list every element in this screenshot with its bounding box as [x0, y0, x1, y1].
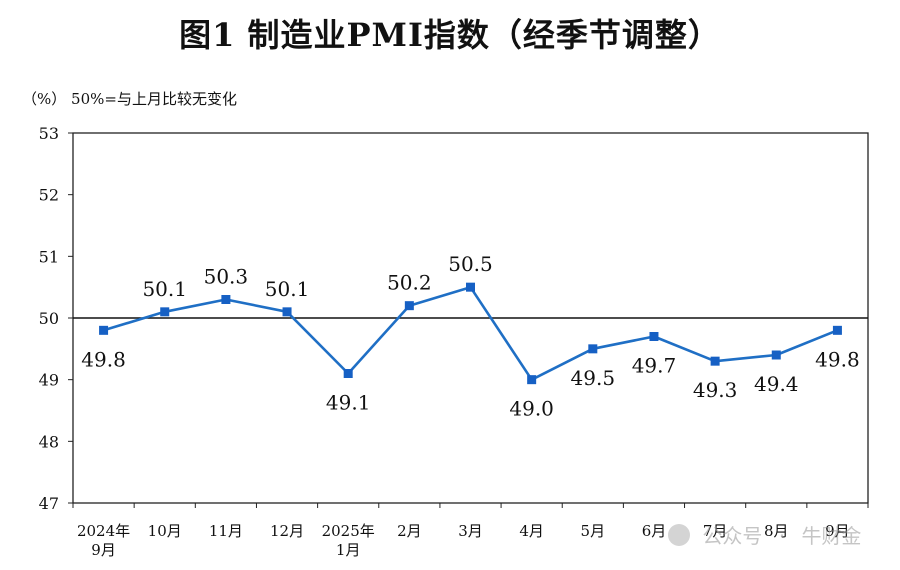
data-label: 49.3 — [693, 378, 738, 402]
data-label: 50.5 — [448, 252, 493, 276]
data-point — [404, 301, 414, 311]
x-tick-label: 1月 — [336, 541, 361, 559]
data-label: 49.8 — [815, 347, 860, 371]
data-point — [343, 369, 353, 378]
x-tick-label: 8月 — [764, 522, 789, 540]
wechat-icon — [668, 524, 690, 546]
y-tick-label: 51 — [39, 247, 59, 266]
x-tick-label: 10月 — [148, 522, 182, 540]
watermark: 公众号 · 牛财金 — [668, 520, 861, 549]
data-label: 49.5 — [571, 366, 616, 390]
data-point — [466, 282, 475, 292]
unit-label: （%） — [22, 90, 67, 108]
data-label: 50.1 — [265, 277, 310, 301]
x-tick-label: 3月 — [458, 522, 483, 540]
y-tick-label: 48 — [39, 432, 59, 451]
y-tick-label: 52 — [39, 186, 59, 205]
chart-title: 图1 制造业PMI指数（经季节调整） — [179, 16, 721, 54]
data-point — [527, 375, 537, 385]
watermark-separator: · — [778, 524, 786, 548]
data-point — [221, 295, 231, 304]
data-label: 49.7 — [632, 354, 677, 378]
x-tick-label: 7月 — [703, 522, 728, 540]
data-label: 49.1 — [326, 391, 371, 415]
data-label: 50.3 — [204, 265, 249, 289]
x-tick-label: 9月 — [825, 522, 850, 540]
y-tick-label: 53 — [39, 124, 59, 143]
data-point — [832, 325, 842, 335]
data-point — [99, 325, 109, 335]
x-tick-label: 2025年 — [322, 522, 375, 540]
data-label: 50.1 — [142, 277, 187, 301]
data-label: 50.2 — [387, 271, 432, 295]
data-label: 49.0 — [509, 397, 554, 421]
x-tick-label: 2月 — [397, 522, 422, 540]
data-label: 49.4 — [754, 372, 799, 396]
y-tick-label: 49 — [39, 371, 59, 390]
watermark-account-name: 牛财金 — [801, 524, 862, 548]
x-tick-label: 11月 — [209, 522, 243, 540]
data-label: 49.8 — [81, 347, 126, 371]
x-tick-label: 6月 — [642, 522, 667, 540]
data-point — [160, 307, 170, 317]
x-tick-label: 5月 — [581, 522, 606, 540]
x-tick-label: 4月 — [519, 522, 544, 540]
pmi-series-line — [103, 285, 838, 382]
y-tick-label: 50 — [39, 309, 59, 328]
unit-note: （%） 50%=与上月比较无变化 — [22, 88, 237, 109]
y-tick-label: 47 — [39, 494, 59, 513]
x-tick-label: 2024年 — [77, 522, 130, 540]
data-point — [588, 344, 598, 354]
data-point — [282, 307, 292, 317]
data-point — [771, 350, 781, 360]
data-point — [710, 356, 720, 366]
x-tick-label: 9月 — [91, 541, 116, 559]
watermark-account-type: 公众号 — [702, 524, 763, 548]
reference-note: 50%=与上月比较无变化 — [71, 90, 237, 108]
x-tick-label: 12月 — [270, 522, 304, 540]
data-point — [649, 332, 659, 341]
